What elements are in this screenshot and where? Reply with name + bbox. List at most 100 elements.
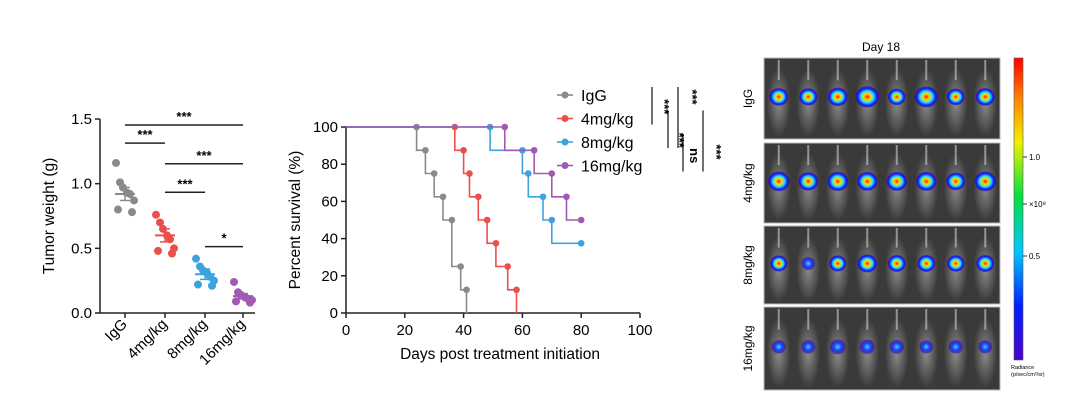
mouse-tail-mark: [925, 228, 928, 248]
y-tick-label: 20: [321, 268, 338, 285]
mouse-tail-mark: [807, 228, 810, 248]
bioluminescence-signal: [889, 339, 904, 354]
bioluminescence-signal: [859, 339, 875, 355]
significance-label: ***: [685, 89, 700, 105]
mouse-tail-mark: [954, 145, 957, 165]
significance-label: ns: [687, 148, 702, 163]
y-tick-label: 0.0: [71, 305, 92, 322]
mouse-tail-mark: [925, 309, 928, 330]
mouse-tail-mark: [807, 60, 810, 81]
data-point: [114, 205, 122, 214]
bioluminescence-signal: [976, 255, 995, 272]
survival-marker: [475, 193, 482, 201]
significance-label: ***: [176, 109, 192, 124]
x-tick-label: IgG: [102, 316, 131, 345]
mouse-tail-mark: [954, 60, 957, 81]
data-point: [168, 249, 176, 258]
bioluminescence-signal: [770, 255, 788, 272]
y-tick-label: 1.0: [71, 176, 92, 193]
x-tick-label: 80: [573, 322, 590, 339]
data-point: [156, 218, 164, 227]
data-point: [192, 254, 200, 263]
survival-marker: [577, 239, 585, 247]
bioluminescence-signal: [975, 88, 995, 106]
colorbar-tick-label: ×10⁸: [1029, 200, 1046, 209]
data-point: [208, 281, 216, 290]
data-point: [128, 208, 136, 217]
mouse-tail-mark: [895, 309, 898, 330]
bioluminescence-signal: [886, 172, 907, 191]
bioluminescence-signal: [948, 340, 963, 354]
survival-marker: [448, 216, 456, 224]
survival-marker: [513, 286, 520, 294]
mouse-tail-mark: [836, 60, 839, 81]
survival-marker: [457, 263, 464, 270]
x-tick-label: 40: [455, 322, 472, 339]
significance-label: ***: [137, 127, 153, 142]
y-tick-label: 80: [321, 156, 338, 173]
mouse-tail-mark: [866, 309, 869, 330]
y-tick-label: 0: [330, 305, 338, 322]
imaging-row-label: 8mg/kg: [741, 245, 755, 284]
mouse-tail-mark: [836, 145, 839, 165]
significance-label: ***: [196, 148, 212, 163]
mouse-tail-mark: [895, 145, 898, 165]
survival-marker: [548, 170, 556, 177]
y-tick-label: 0.5: [71, 240, 92, 257]
mouse-tail-mark: [895, 228, 898, 248]
bioluminescence-signal: [857, 254, 877, 273]
mouse-tail-mark: [954, 309, 957, 330]
significance-label: ***: [177, 176, 193, 191]
survival-marker: [483, 216, 491, 224]
mouse-tail-mark: [954, 228, 957, 248]
legend-label: 8mg/kg: [581, 135, 633, 152]
bioluminescence-signal: [974, 171, 996, 192]
colorbar-tick-label: 0.5: [1029, 252, 1041, 261]
significance-label: ***: [709, 144, 724, 160]
imaging-row: [763, 142, 1001, 224]
data-point: [154, 246, 162, 255]
mouse-tail-mark: [925, 145, 928, 165]
legend-label: 16mg/kg: [581, 159, 642, 176]
colorbar-label: Radiance: [1011, 365, 1034, 371]
imaging-row: [763, 57, 1001, 140]
mouse-tail-mark: [866, 60, 869, 81]
survival-marker: [539, 193, 547, 201]
imaging-row-label: 4mg/kg: [741, 163, 755, 202]
x-axis-label: Days post treatment initiation: [400, 346, 600, 363]
mouse-tail-mark: [984, 145, 987, 165]
y-tick-label: 100: [313, 119, 338, 136]
colorbar-tick-label: 1.0: [1029, 153, 1041, 162]
legend-marker: [561, 162, 569, 169]
survival-marker: [501, 123, 509, 131]
bioluminescence-signal: [829, 255, 847, 272]
mouse-tail-mark: [866, 228, 869, 248]
bioluminescence-signal: [919, 340, 933, 354]
y-axis-label: Tumor weight (g): [41, 158, 58, 275]
data-point: [152, 210, 160, 219]
survival-line: [346, 126, 468, 313]
bioluminescence-signal: [888, 88, 906, 106]
mouse-tail-mark: [807, 309, 810, 330]
mouse-tail-mark: [866, 145, 869, 165]
bioluminescence-signal: [801, 340, 816, 354]
significance-label: ***: [672, 133, 687, 149]
bioluminescence-signal: [946, 172, 966, 191]
colorbar: [1013, 57, 1024, 361]
mouse-tail-mark: [984, 309, 987, 330]
mouse-tail-mark: [836, 309, 839, 330]
survival-marker: [548, 216, 556, 224]
x-tick-label: 0: [342, 322, 350, 339]
mouse-tail-mark: [777, 60, 780, 81]
survival-marker: [524, 170, 532, 177]
legend-marker: [561, 115, 569, 122]
legend-label: 4mg/kg: [581, 112, 633, 129]
mouse-tail-mark: [777, 309, 780, 330]
bioluminescence-signal: [978, 340, 992, 354]
legend-marker: [561, 91, 569, 99]
legend-label: IgG: [581, 88, 607, 105]
data-point: [246, 298, 254, 307]
x-tick-label: 4mg/kg: [124, 316, 171, 363]
